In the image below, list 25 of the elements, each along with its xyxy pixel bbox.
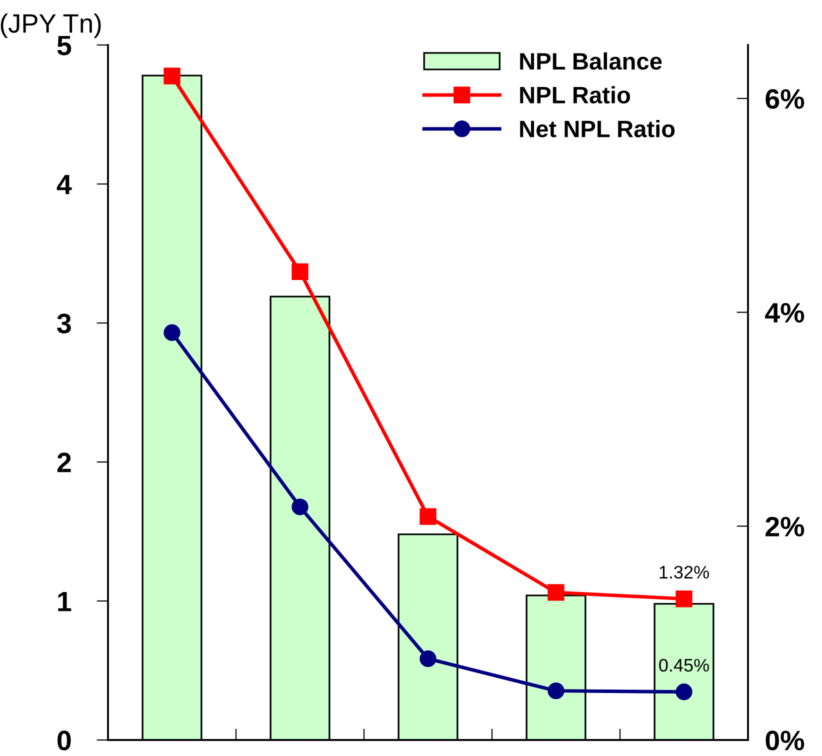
point: [292, 263, 308, 280]
legend-label: Net NPL Ratio: [520, 120, 675, 138]
point: [164, 68, 180, 84]
y-tick-label: 2: [57, 452, 71, 472]
point: [420, 508, 436, 525]
y-tick-label: 4: [56, 174, 72, 194]
y2-tick-label: 6%: [766, 89, 804, 109]
point: [292, 498, 308, 516]
point: [676, 590, 692, 608]
y-tick-label: 5: [57, 36, 72, 56]
point: [420, 650, 436, 668]
y-tick-label: 0: [58, 730, 71, 750]
legend-label: NPL Balance: [520, 52, 662, 70]
y2-tick-label: 0%: [766, 730, 804, 750]
data-label: 0.45%: [659, 658, 709, 672]
point: [164, 324, 180, 341]
point: [676, 684, 692, 700]
y-tick-label: 1: [58, 592, 72, 612]
y2-tick-label: 4%: [765, 303, 804, 323]
y2-tick-label: 2%: [766, 516, 804, 536]
point: [548, 584, 564, 601]
data-label: 1.32%: [660, 566, 709, 579]
legend-label: NPL Ratio: [520, 86, 630, 104]
point: [548, 682, 564, 700]
y-tick-label: 3: [57, 314, 71, 334]
